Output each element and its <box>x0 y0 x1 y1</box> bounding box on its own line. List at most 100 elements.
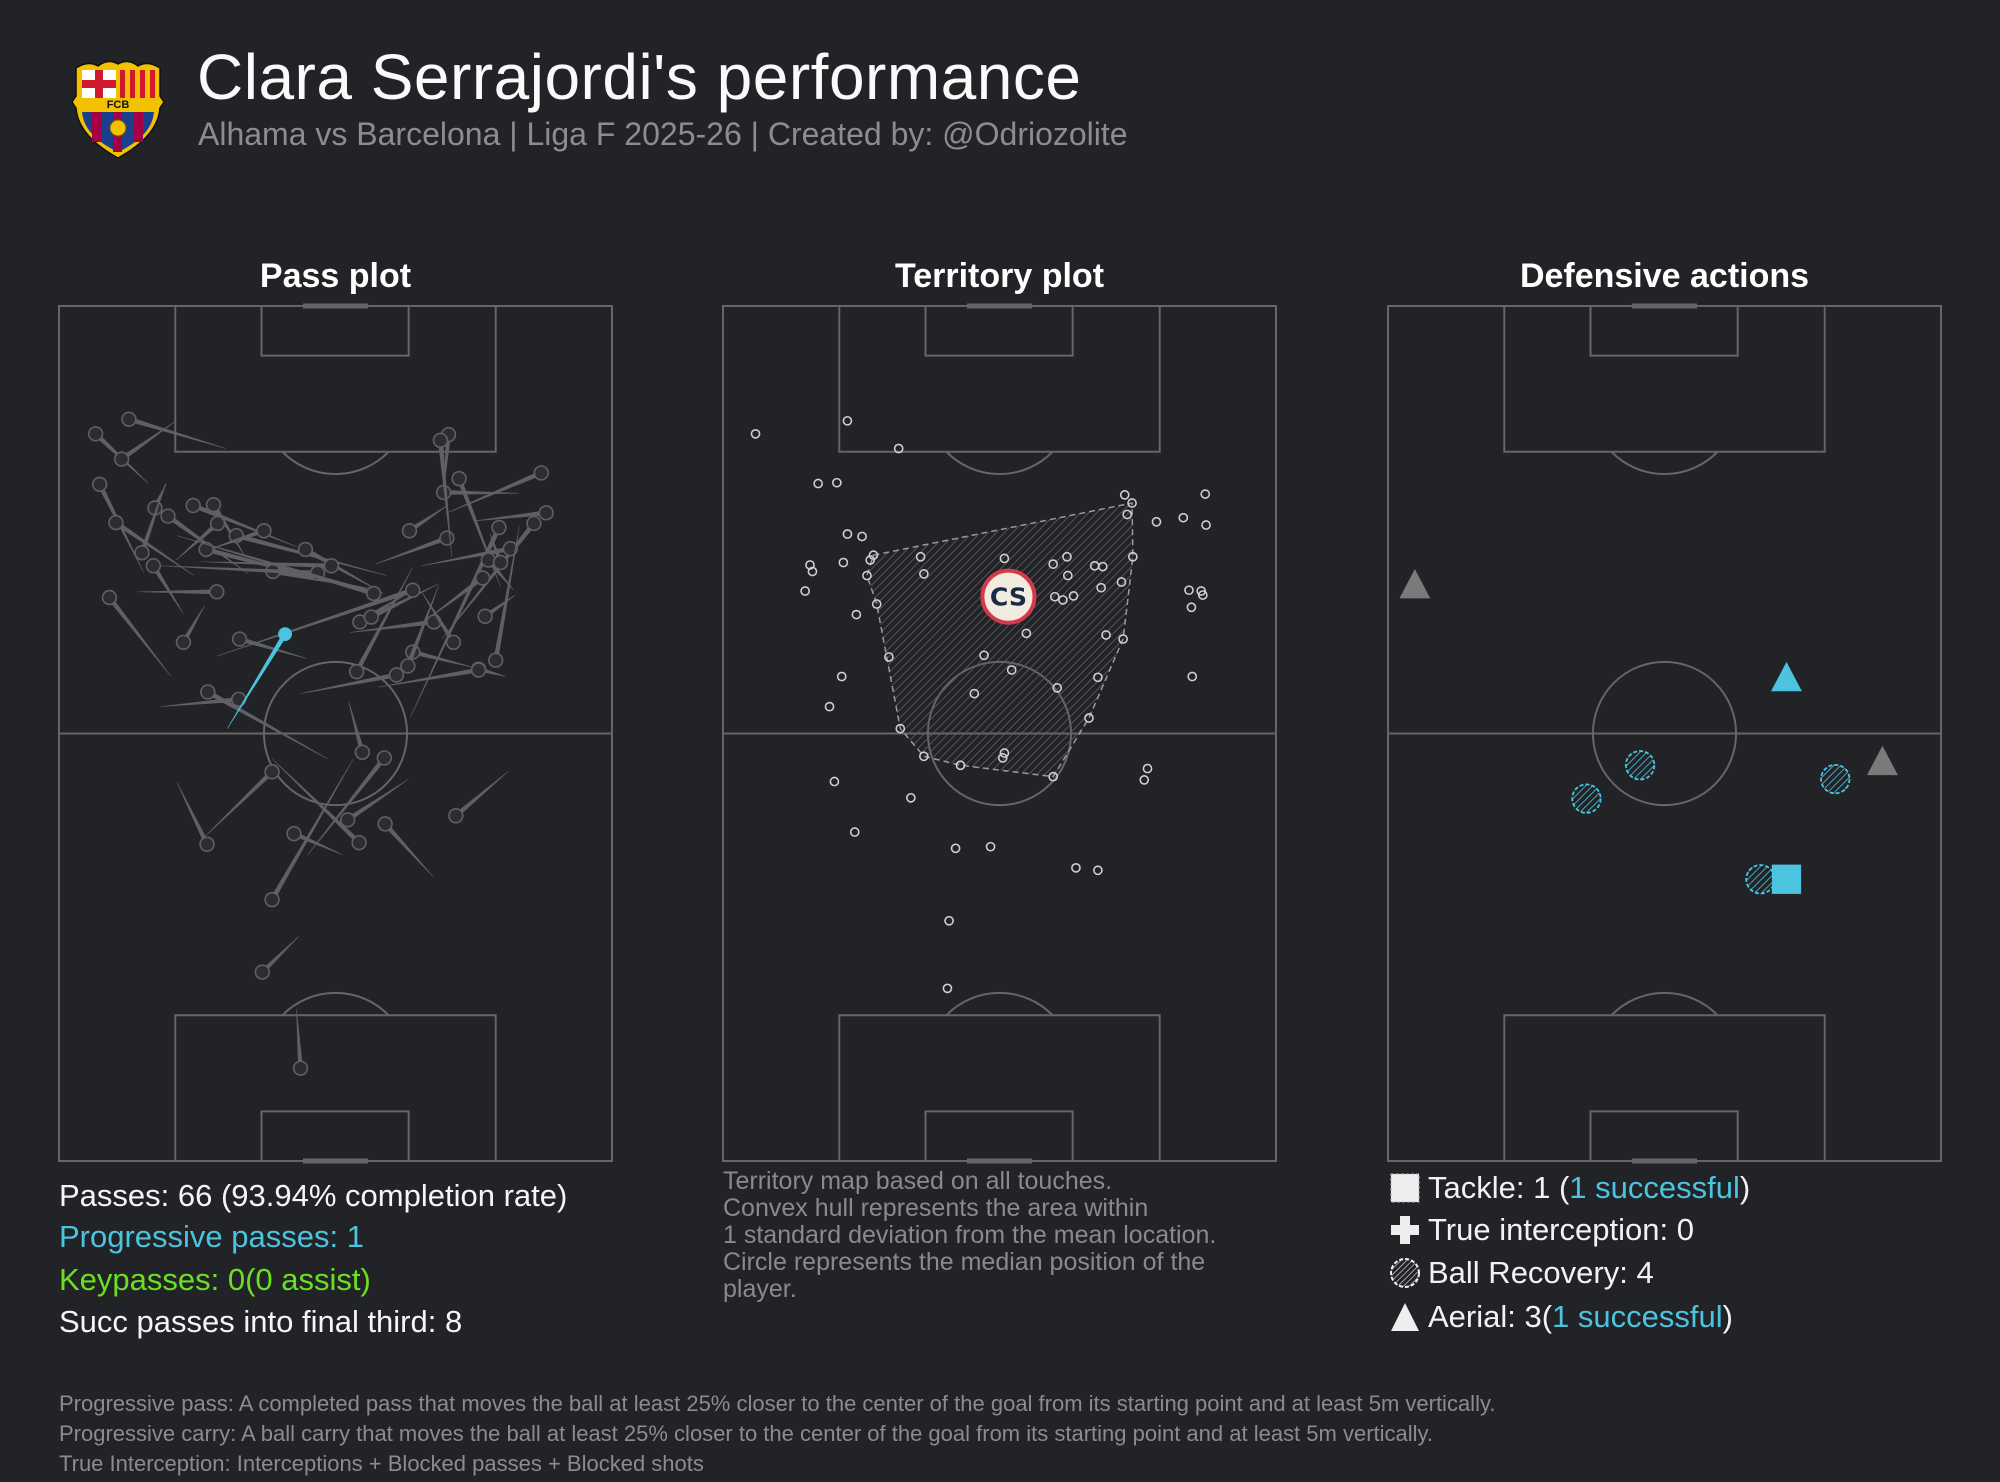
touch-point <box>1121 491 1129 499</box>
touch-point <box>839 558 847 566</box>
pass-end-marker <box>177 635 191 649</box>
touch-point <box>917 553 925 561</box>
pass-line <box>200 561 332 569</box>
pass-line <box>238 636 308 659</box>
pass-end-marker <box>476 571 490 585</box>
pass-end-marker <box>109 516 123 530</box>
pass-end-marker <box>210 585 224 599</box>
touch-point <box>1123 510 1131 518</box>
pass-end-marker <box>325 559 339 573</box>
touch-point <box>1063 553 1071 561</box>
pitch-markings <box>59 306 612 1161</box>
touch-point <box>1199 591 1207 599</box>
pass-end-marker <box>401 659 415 673</box>
pass-line <box>473 510 547 522</box>
keypasses-stat: Keypasses: 0(0 assist) <box>59 1262 371 1297</box>
pass-end-marker <box>352 836 366 850</box>
pass-end-marker <box>355 745 369 759</box>
touch-point <box>751 430 759 438</box>
touch-point <box>970 690 978 698</box>
pass-end-marker <box>503 542 517 556</box>
legend-text: True interception: 0 <box>1428 1212 1694 1247</box>
pass-line <box>454 770 509 818</box>
legend-text: ) <box>1739 1170 1751 1205</box>
pass-end-marker <box>298 543 312 557</box>
six-yard-box-top <box>261 306 408 356</box>
pass-line <box>293 831 343 856</box>
penalty-box-bottom <box>175 1015 495 1161</box>
pass-line <box>160 696 239 707</box>
touch-point <box>1117 578 1125 586</box>
pass-end-marker <box>103 591 117 605</box>
median-position-label: CS <box>990 583 1027 612</box>
pass-end-marker <box>211 516 225 530</box>
touch-point <box>830 777 838 785</box>
pass-end-marker <box>481 553 495 567</box>
pass-end-marker <box>122 412 136 426</box>
pass-plot-title: Pass plot <box>259 257 412 295</box>
pass-line <box>306 756 387 856</box>
footnote-true-interception: True Interception: Interceptions + Block… <box>59 1451 704 1476</box>
ball-recovery-marker <box>1572 784 1600 813</box>
pass-end-marker <box>186 499 200 513</box>
aerial-marker <box>1866 745 1898 776</box>
ball-recovery-marker <box>1626 751 1654 780</box>
pass-line <box>304 547 384 594</box>
penalty-arc-bottom <box>946 993 1052 1015</box>
touch-point <box>943 984 951 992</box>
touch-point <box>1119 635 1127 643</box>
note-line: player. <box>723 1275 797 1303</box>
touch-point <box>945 917 953 925</box>
penalty-box-bottom <box>1504 1015 1824 1161</box>
six-yard-box-bottom <box>1590 1111 1737 1161</box>
pass-line <box>493 526 520 661</box>
pass-line <box>176 535 375 596</box>
touch-point <box>1000 554 1008 562</box>
pass-end-marker <box>489 653 503 667</box>
triangle-icon <box>1391 1303 1419 1331</box>
legend-text: Ball Recovery: 4 <box>1428 1255 1654 1290</box>
pass-plot-pitch <box>59 306 612 1161</box>
pass-line <box>296 1008 303 1069</box>
touch-point <box>1185 586 1193 594</box>
touch-point <box>999 754 1007 762</box>
pass-line <box>175 521 220 561</box>
touch-point <box>1188 672 1196 680</box>
pass-end-marker <box>233 632 247 646</box>
pass-end-marker <box>201 685 215 699</box>
touch-point <box>1097 584 1105 592</box>
legend-tackle: Tackle: 1 (1 successful) <box>1388 1170 1750 1206</box>
pass-end-marker <box>367 587 381 601</box>
pass-end-marker <box>232 692 246 706</box>
pass-line <box>114 520 195 576</box>
ball-recovery-marker <box>1821 765 1849 794</box>
touch-point <box>1069 592 1077 600</box>
penalty-arc-top <box>1611 452 1717 474</box>
pass-line <box>107 596 171 676</box>
touch-point <box>895 444 903 452</box>
legend-interception: True interception: 0 <box>1388 1212 1694 1248</box>
touch-point <box>873 600 881 608</box>
pass-end-marker <box>199 543 213 557</box>
touch-point <box>1201 490 1209 498</box>
legend-text: Aerial: 3( <box>1428 1299 1553 1334</box>
footnote-progressive-pass: Progressive pass: A completed pass that … <box>59 1391 1496 1416</box>
touch-point <box>1102 631 1110 639</box>
touch-point <box>1129 553 1137 561</box>
note-line: Circle represents the median position of… <box>723 1248 1206 1276</box>
touch-point <box>1085 714 1093 722</box>
defensive-actions-pitch <box>1388 306 1941 1161</box>
pass-line <box>206 689 328 759</box>
ball-recovery-marker <box>1746 865 1774 894</box>
territory-plot-title: Territory plot <box>894 257 1105 295</box>
pass-end-marker <box>440 531 454 545</box>
touch-point <box>1140 776 1148 784</box>
pass-end-marker <box>534 466 548 480</box>
pass-end-marker <box>255 965 269 979</box>
territory-plot-pitch: CS <box>723 306 1276 1161</box>
pass-line <box>160 565 318 576</box>
touch-point <box>1072 864 1080 872</box>
touch-point <box>851 828 859 836</box>
pass-line <box>425 576 485 621</box>
pass-end-marker <box>390 668 404 682</box>
